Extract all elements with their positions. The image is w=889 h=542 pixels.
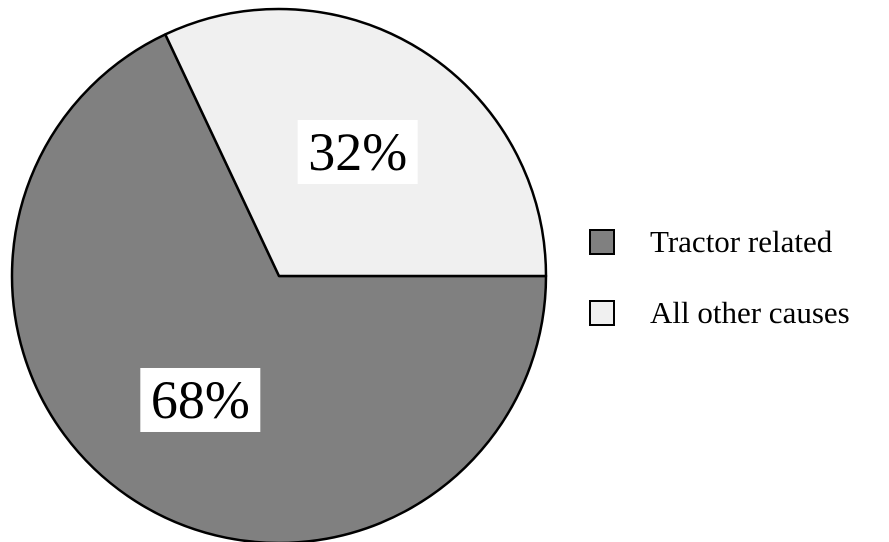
legend-label-all-other-causes: All other causes: [650, 295, 850, 330]
data-label-background: [140, 367, 261, 432]
data-label-tractor-related: 68%: [151, 370, 250, 430]
legend: Tractor related All other causes: [589, 224, 850, 330]
pie-data-labels: 68% 32%: [140, 120, 418, 432]
legend-label-tractor-related: Tractor related: [650, 224, 833, 259]
data-label-background: [297, 120, 418, 185]
data-label-all-other-causes: 32%: [308, 122, 407, 182]
legend-swatch-all-other-causes: [589, 300, 615, 326]
legend-swatch-tractor-related: [589, 229, 615, 255]
pie-slices: [10, 7, 548, 542]
